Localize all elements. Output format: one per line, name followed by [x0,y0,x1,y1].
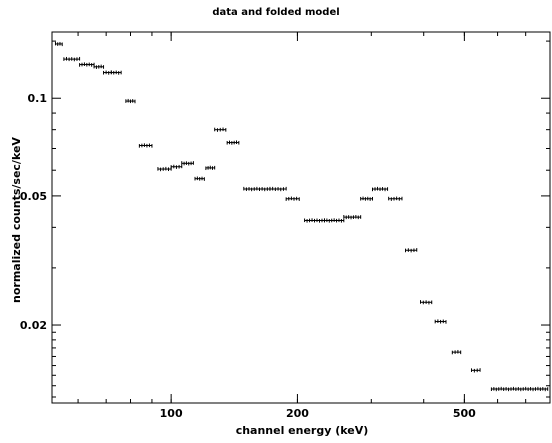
data-points [54,41,549,392]
x-tick-label: 500 [453,407,476,420]
data-point [214,127,227,132]
plot-frame [51,31,551,404]
data-point [471,368,481,373]
data-point [194,176,205,181]
data-point [243,186,271,192]
data-point [285,196,300,201]
data-point [125,98,136,104]
data-point [269,186,287,192]
x-tick-label: 100 [160,407,183,420]
data-point [343,214,362,220]
data-point [304,218,325,223]
data-point [419,300,433,305]
data-point [388,196,403,201]
data-point [226,140,240,145]
data-point [138,143,153,148]
y-tick-label: 0.1 [28,92,48,105]
data-point [181,161,194,166]
y-tick-label: 0.02 [20,319,47,332]
y-tick-label: 0.05 [20,190,47,203]
data-point [372,186,389,192]
data-point [434,319,447,324]
data-point [490,386,549,392]
data-point [405,248,418,253]
data-point [205,165,216,171]
chart-title: data and folded model [212,7,340,18]
data-point [103,70,112,75]
data-point [79,62,95,67]
data-point [157,166,172,172]
data-point [54,41,63,47]
x-tick-label: 200 [286,407,309,420]
data-point [360,196,374,201]
data-point [93,64,105,69]
data-point [63,56,81,62]
axes: 100 200 500 0.02 0.05 0.1 [20,32,551,420]
data-point [451,349,462,355]
data-point [170,164,183,169]
data-point [323,218,345,223]
x-axis-label: channel energy (keV) [235,424,369,437]
data-point [110,70,122,75]
